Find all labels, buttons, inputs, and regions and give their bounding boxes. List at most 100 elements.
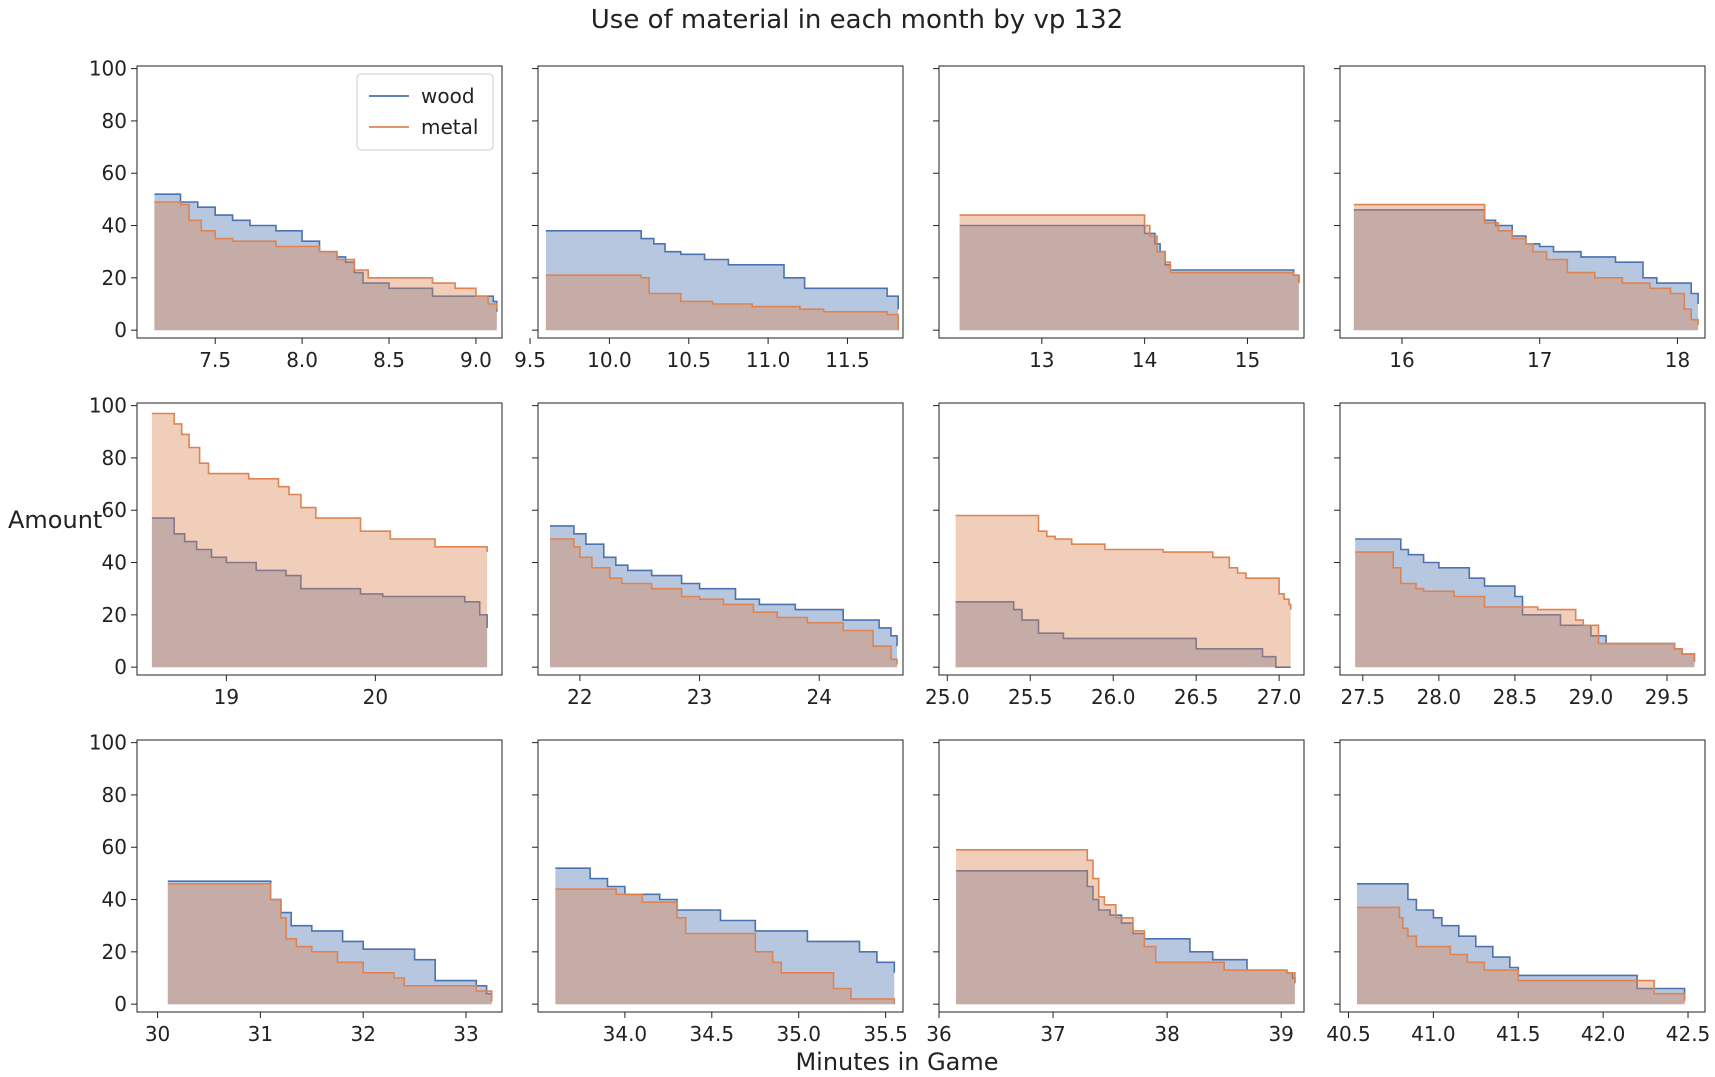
panel-frame xyxy=(1339,402,1706,676)
panel-frame xyxy=(136,402,503,676)
y-axis-label: Amount xyxy=(8,506,102,534)
x-tick-label: 11.5 xyxy=(825,348,870,372)
panel-8: 27.5 28.0 28.5 29.0 29.5 xyxy=(1334,402,1706,709)
panel-frame xyxy=(136,65,503,339)
x-tick-label: 31 xyxy=(248,1022,273,1046)
x-tick-label: 26.0 xyxy=(1091,685,1136,709)
metal-line-panel-2 xyxy=(545,274,899,331)
wood-line-panel-6 xyxy=(550,525,898,647)
y-tick-label: 0 xyxy=(114,655,127,679)
wood-area-panel-7 xyxy=(955,601,1291,668)
panel-11: 36 37 38 39 xyxy=(926,739,1305,1046)
x-tick-label: 35.0 xyxy=(776,1022,821,1046)
panel-2: 9.5 10.0 10.5 11.0 11.5 xyxy=(514,65,904,372)
x-tick-label: 33 xyxy=(453,1022,478,1046)
panel-frame xyxy=(537,65,904,339)
panel-1: 0 20 40 60 80 100 7.5 8.0 8.5 9.0 wood metal xyxy=(89,57,503,372)
metal-line-panel-10 xyxy=(555,888,896,1005)
metal-line-panel-3 xyxy=(959,214,1300,284)
panel-3: 13 14 15 xyxy=(933,65,1305,372)
y-tick-label: 20 xyxy=(102,266,127,290)
x-tick-label: 7.5 xyxy=(199,348,231,372)
y-tick-label: 80 xyxy=(102,783,127,807)
panel-9: 0 20 40 60 80 100 30 31 32 33 xyxy=(89,731,503,1046)
panel-12: 40.5 41.0 41.5 42.0 42.5 xyxy=(1326,739,1711,1046)
x-tick-label: 28.5 xyxy=(1493,685,1538,709)
panel-6: 22 23 24 xyxy=(532,402,904,709)
metal-area-panel-9 xyxy=(167,883,492,1005)
y-tick-label: 100 xyxy=(89,731,127,755)
wood-area-panel-1 xyxy=(154,194,497,331)
metal-area-panel-12 xyxy=(1357,907,1685,1005)
x-tick-label: 36 xyxy=(926,1022,951,1046)
metal-line-panel-9 xyxy=(167,883,493,1002)
y-tick-label: 0 xyxy=(114,992,127,1016)
wood-area-panel-6 xyxy=(550,525,897,668)
x-tick-label: 29.0 xyxy=(1569,685,1614,709)
x-tick-label: 37 xyxy=(1040,1022,1065,1046)
y-tick-label: 60 xyxy=(102,835,127,859)
y-tick-label: 20 xyxy=(102,940,127,964)
x-tick-label: 39 xyxy=(1268,1022,1293,1046)
y-tick-label: 0 xyxy=(114,318,127,342)
x-tick-label: 11.0 xyxy=(746,348,791,372)
metal-area-panel-5 xyxy=(151,413,488,668)
panel-frame xyxy=(938,65,1305,339)
metal-area-panel-11 xyxy=(956,849,1295,1005)
x-tick-label: 24 xyxy=(807,685,832,709)
wood-area-panel-9 xyxy=(167,881,492,1005)
x-tick-label: 32 xyxy=(350,1022,375,1046)
panel-5: 0 20 40 60 80 100 19 20 xyxy=(89,394,503,709)
metal-line-panel-1 xyxy=(154,201,498,310)
metal-line-panel-12 xyxy=(1357,906,1686,1002)
x-tick-label: 30 xyxy=(145,1022,170,1046)
legend-label-metal: metal xyxy=(421,115,478,139)
metal-line-panel-6 xyxy=(550,538,898,665)
x-tick-label: 38 xyxy=(1154,1022,1179,1046)
x-tick-label: 42.5 xyxy=(1666,1022,1711,1046)
metal-line-panel-4 xyxy=(1353,203,1699,325)
x-tick-label: 10.0 xyxy=(587,348,632,372)
wood-area-panel-3 xyxy=(959,225,1299,331)
y-tick-label: 40 xyxy=(102,888,127,912)
x-tick-label: 9.0 xyxy=(460,348,492,372)
x-tick-label: 40.5 xyxy=(1326,1022,1371,1046)
x-tick-label: 29.5 xyxy=(1645,685,1690,709)
y-tick-label: 80 xyxy=(102,446,127,470)
x-tick-label: 19 xyxy=(214,685,239,709)
wood-line-panel-10 xyxy=(555,867,896,973)
metal-line-panel-11 xyxy=(956,849,1296,984)
x-tick-label: 8.0 xyxy=(286,348,318,372)
metal-area-panel-2 xyxy=(545,275,899,331)
x-tick-label: 34.5 xyxy=(690,1022,735,1046)
panel-frame xyxy=(938,739,1305,1013)
y-tick-label: 60 xyxy=(102,161,127,185)
metal-area-panel-7 xyxy=(955,515,1291,668)
x-tick-label: 14 xyxy=(1132,348,1157,372)
metal-area-panel-8 xyxy=(1355,552,1695,668)
wood-area-panel-8 xyxy=(1355,539,1695,668)
x-tick-label: 34.0 xyxy=(603,1022,648,1046)
wood-area-panel-5 xyxy=(151,518,488,668)
wood-area-panel-11 xyxy=(956,870,1295,1005)
wood-area-panel-12 xyxy=(1357,883,1685,1005)
x-tick-label: 17 xyxy=(1527,348,1552,372)
metal-line-panel-8 xyxy=(1355,551,1696,662)
wood-line-panel-7 xyxy=(955,601,1291,668)
y-tick-label: 20 xyxy=(102,603,127,627)
x-tick-label: 8.5 xyxy=(373,348,405,372)
legend: wood metal xyxy=(356,73,494,151)
x-tick-label: 15 xyxy=(1235,348,1260,372)
wood-area-panel-10 xyxy=(555,868,895,1005)
panel-frame xyxy=(938,402,1305,676)
x-tick-label: 28.0 xyxy=(1417,685,1462,709)
panel-frame xyxy=(136,739,503,1013)
x-tick-label: 41.5 xyxy=(1496,1022,1541,1046)
metal-line-panel-7 xyxy=(955,514,1292,610)
wood-line-panel-4 xyxy=(1353,209,1699,304)
panel-4: 16 17 18 xyxy=(1334,65,1706,372)
panel-frame xyxy=(1339,65,1706,339)
y-tick-label: 40 xyxy=(102,214,127,238)
metal-area-panel-3 xyxy=(959,215,1299,331)
